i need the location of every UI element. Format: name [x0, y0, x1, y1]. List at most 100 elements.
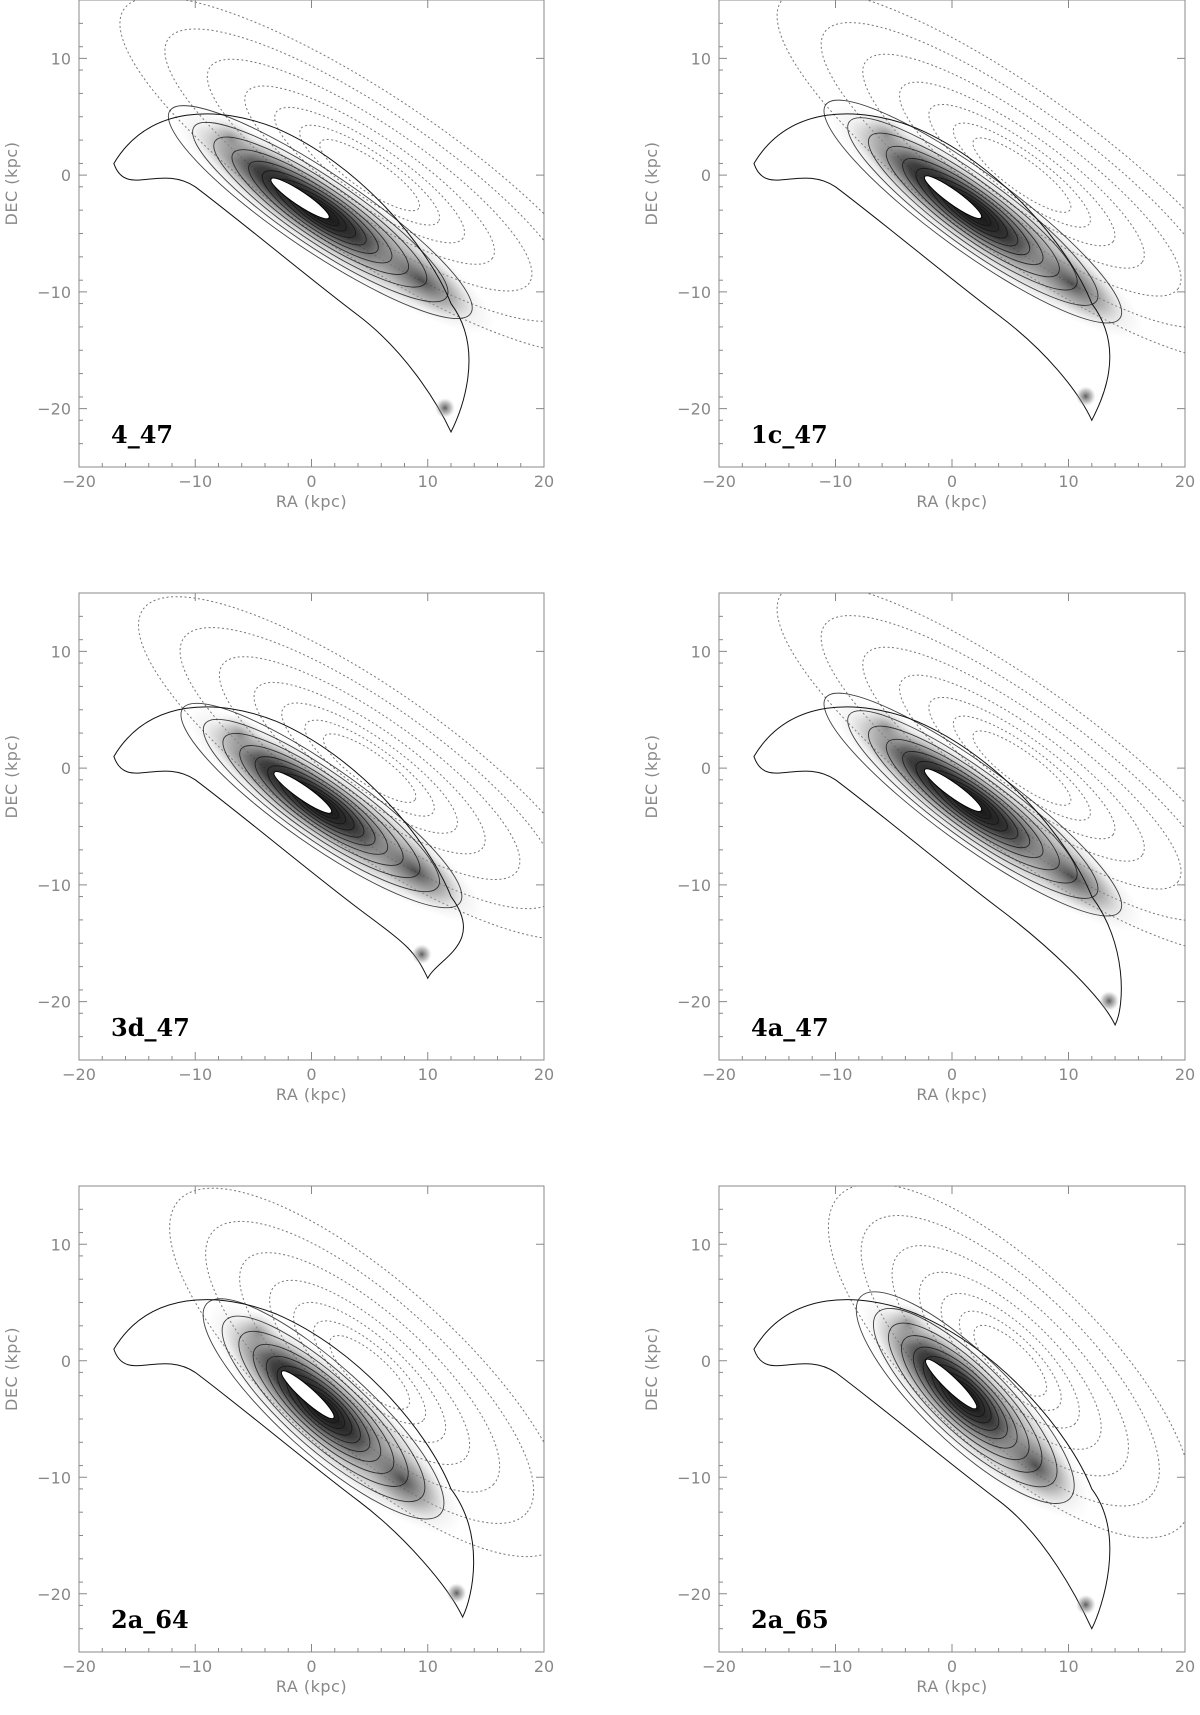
y-axis-label: DEC (kpc): [2, 1327, 21, 1411]
y-tick-label: 0: [61, 759, 71, 778]
core-bar: [923, 175, 983, 219]
x-tick-label: 0: [306, 1065, 316, 1084]
dotted-contour: [239, 1252, 501, 1493]
panel-4a_47: −20 −10 0 10 20 10 0 −10 −20 RA (kpc) DEC (kpc) 4a_…: [642, 592, 1195, 1104]
dotted-contour: [827, 1186, 1185, 1539]
solid-contour: [222, 732, 421, 879]
dotted-contour: [299, 124, 441, 226]
x-tick-label: 10: [418, 472, 438, 491]
x-tick-label: 20: [1175, 1657, 1195, 1676]
solid-contour: [202, 1298, 445, 1520]
solid-contour: [276, 1365, 371, 1453]
outer-contour: [113, 1299, 475, 1619]
solid-contour: [239, 745, 404, 866]
outer-contour: [753, 706, 1122, 1027]
y-tick-label: 10: [51, 49, 71, 68]
solid-contour: [213, 136, 428, 288]
density-blob: [995, 1425, 1077, 1506]
x-tick-label: 20: [534, 472, 554, 491]
x-axis-label: RA (kpc): [916, 1677, 987, 1696]
y-tick-label: −20: [37, 400, 71, 419]
density-map: [180, 702, 484, 923]
solid-contour: [202, 718, 440, 893]
density-blob: [358, 1438, 447, 1521]
panel-2a_65: −20 −10 0 10 20 10 0 −10 −20 RA (kpc) DEC (kpc) 2a_…: [642, 1185, 1195, 1696]
y-tick-label: −20: [677, 1585, 711, 1604]
y-tick-label: −20: [37, 993, 71, 1012]
y-tick-label: 10: [51, 642, 71, 661]
y-tick-label: −10: [677, 876, 711, 895]
density-blob: [224, 1318, 401, 1480]
solid-contour: [238, 1330, 409, 1487]
dotted-contour: [319, 138, 421, 212]
outer-contour: [113, 706, 464, 980]
density-map: [855, 1291, 1091, 1519]
solid-contour: [888, 1322, 1043, 1473]
solid-contour: [855, 1291, 1075, 1504]
solid-contour: [823, 692, 1123, 917]
core-bar: [925, 1358, 978, 1410]
y-axis-label: DEC (kpc): [642, 1327, 661, 1411]
x-axis-label: RA (kpc): [276, 1085, 347, 1104]
x-axis-label: RA (kpc): [276, 492, 347, 511]
y-tick-label: 10: [51, 1235, 71, 1254]
y-axis-label: DEC (kpc): [2, 735, 21, 819]
solid-contour: [847, 710, 1099, 899]
solid-contour: [902, 750, 1044, 859]
dotted-contour: [329, 1335, 411, 1410]
solid-contour: [248, 160, 393, 264]
x-tick-label: 0: [947, 1065, 957, 1084]
solid-contour: [922, 1356, 1008, 1440]
density-map: [202, 1298, 462, 1535]
x-tick-label: 20: [534, 1657, 554, 1676]
solid-contour: [912, 1346, 1018, 1449]
solid-contour: [823, 99, 1123, 324]
y-tick-label: 0: [701, 1352, 711, 1371]
dotted-contour: [898, 674, 1145, 862]
plot-area: [753, 1186, 1185, 1630]
y-tick-label: −10: [37, 283, 71, 302]
solid-contour: [867, 725, 1078, 884]
solid-contour: [867, 132, 1078, 291]
panel-label: 1c_47: [751, 420, 828, 449]
solid-contour: [267, 765, 376, 846]
x-tick-label: 10: [1058, 472, 1078, 491]
core-bar: [270, 177, 330, 220]
dotted-contour: [898, 81, 1145, 269]
x-tick-label: −10: [178, 1657, 212, 1676]
dotted-contour: [952, 122, 1091, 228]
solid-contour: [885, 145, 1060, 278]
y-tick-label: 10: [691, 1235, 711, 1254]
x-tick-label: 10: [418, 1657, 438, 1676]
solid-contour: [167, 105, 473, 319]
y-axis-label: DEC (kpc): [2, 142, 21, 226]
plot-area: [113, 596, 544, 980]
x-tick-label: −20: [702, 472, 736, 491]
solid-contour: [902, 157, 1044, 266]
panel-1c_47: −20 −10 0 10 20 10 0 −10 −20 RA (kpc) DEC (kpc) 1c_…: [642, 0, 1195, 511]
outer-contour: [753, 1299, 1111, 1630]
x-tick-label: −10: [819, 472, 853, 491]
y-tick-label: −10: [677, 283, 711, 302]
x-tick-label: 10: [1058, 1657, 1078, 1676]
core-bar: [273, 771, 333, 814]
y-tick-label: 0: [61, 166, 71, 185]
solid-contour: [847, 117, 1099, 306]
x-axis-label: RA (kpc): [276, 1677, 347, 1696]
solid-contour: [252, 1343, 395, 1474]
dotted-contour: [891, 1245, 1129, 1477]
x-tick-label: 20: [1175, 472, 1195, 491]
axes: −20 −10 0 10 20 10 0 −10 −20: [677, 592, 1195, 1084]
panel-label: 2a_64: [111, 1605, 189, 1634]
x-tick-label: −10: [178, 1065, 212, 1084]
solid-contour: [192, 121, 449, 303]
x-tick-label: 0: [306, 472, 316, 491]
x-tick-label: −10: [819, 1065, 853, 1084]
axes: −20 −10 0 10 20 10 0 −10 −20: [677, 1185, 1195, 1676]
panel-2a_64: −20 −10 0 10 20 10 0 −10 −20 RA (kpc) DEC (kpc) 2a_…: [2, 1185, 554, 1696]
y-tick-label: 10: [691, 49, 711, 68]
tail-clump: [411, 944, 432, 965]
tail-clump: [446, 1583, 467, 1604]
x-tick-label: −20: [702, 1065, 736, 1084]
